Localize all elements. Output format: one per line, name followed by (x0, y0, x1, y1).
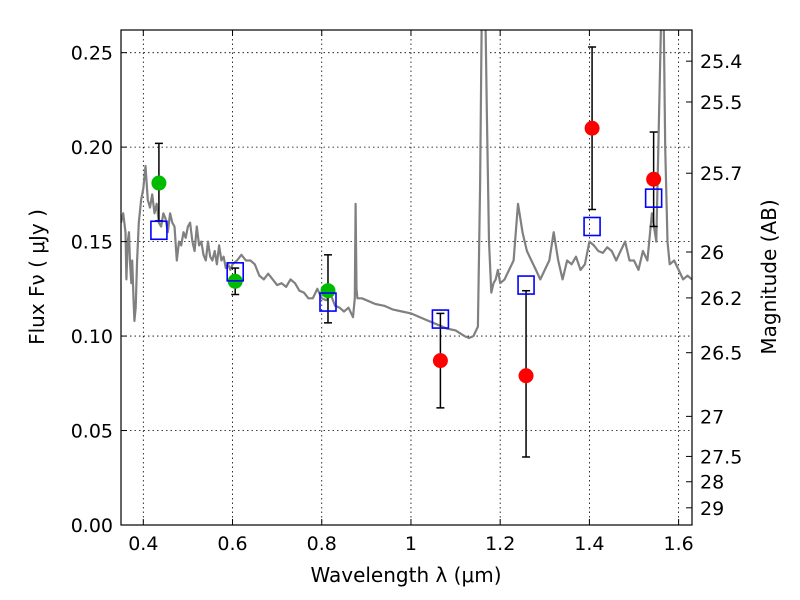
green-data-point (320, 283, 336, 299)
green-data-point (151, 175, 167, 191)
model-square-point (431, 309, 450, 329)
x-tick-label: 0.4 (128, 533, 158, 555)
axis-ticks: 0.4 0.6 0.8 1 1.2 1.4 1.6 0.00 0.05 0.10 0.15 0.20 0… (71, 30, 742, 555)
y-tick-label: 0.25 (71, 43, 113, 65)
model-square-point (583, 216, 601, 237)
model-square-point (319, 292, 337, 312)
red-data-point (646, 171, 662, 187)
model-spectrum (121, 30, 692, 340)
y-axis-title: Flux Fν ( μJy ) (25, 209, 49, 345)
red-data-point (432, 353, 448, 369)
red-data-point (518, 368, 534, 384)
model-square-point (517, 275, 535, 295)
y-tick-label: 0.15 (71, 232, 113, 254)
y-tick-label: 0.20 (71, 137, 113, 159)
y2-tick-label: 26.5 (700, 343, 742, 365)
y-tick-label: 0.00 (71, 515, 113, 537)
y2-axis-title: Magnitude (AB) (757, 199, 781, 354)
grid-lines (121, 30, 692, 526)
y2-tick-label: 26.2 (700, 288, 742, 310)
model-square-point (150, 220, 168, 241)
x-tick-label: 1.4 (574, 533, 604, 555)
y2-tick-label: 25.5 (700, 92, 742, 114)
y2-tick-label: 29 (700, 498, 724, 520)
plot-frame (120, 29, 693, 526)
x-tick-label: 0.6 (217, 533, 247, 555)
y2-tick-label: 27.5 (700, 446, 742, 468)
red-data-point (584, 120, 600, 136)
model-square-point (644, 188, 663, 208)
x-tick-label: 0.8 (307, 533, 337, 555)
y2-tick-label: 25.7 (700, 163, 742, 185)
y2-tick-label: 26 (700, 242, 724, 264)
model-spectrum-line (121, 30, 692, 340)
x-tick-label: 1.6 (664, 533, 694, 555)
y-tick-label: 0.10 (71, 326, 113, 348)
y-tick-label: 0.05 (71, 421, 113, 443)
x-axis-title: Wavelength λ (μm) (310, 563, 501, 587)
x-tick-label: 1.2 (485, 533, 515, 555)
photometry-markers (150, 46, 663, 458)
y2-tick-label: 28 (700, 472, 724, 494)
x-tick-label: 1 (405, 533, 417, 555)
model-square-point (226, 262, 244, 282)
y2-tick-label: 25.4 (700, 51, 742, 73)
y2-tick-label: 27 (700, 406, 724, 428)
